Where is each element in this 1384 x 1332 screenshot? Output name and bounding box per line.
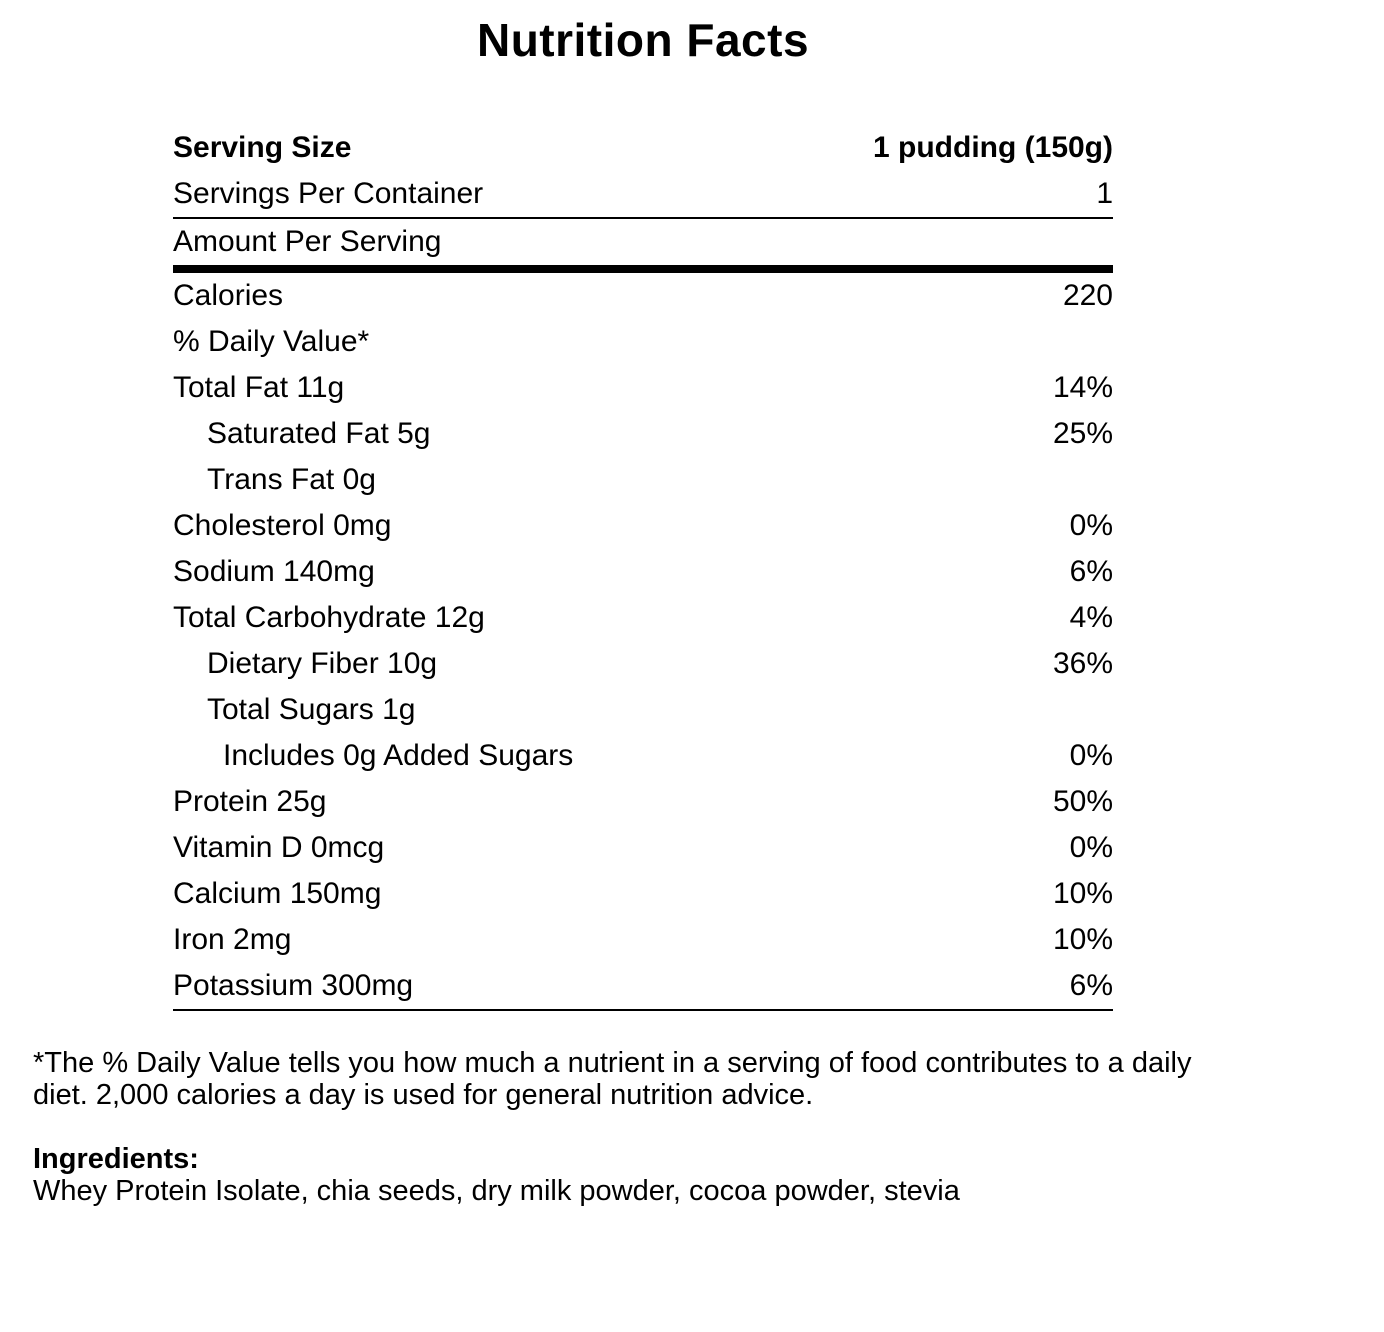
table-row: Iron 2mg 10% bbox=[173, 917, 1113, 963]
nutrient-value: 6% bbox=[1069, 555, 1113, 588]
nutrient-value bbox=[873, 457, 1113, 503]
nutrient-name: Serving Size bbox=[173, 131, 352, 164]
nutrition-table-body: Serving Size 1 pudding (150g) Servings Per… bbox=[173, 125, 1113, 1011]
table-row: % Daily Value* bbox=[173, 319, 1113, 365]
nutrient-value bbox=[873, 319, 1113, 365]
nutrient-name: Total Fat 11g bbox=[173, 371, 345, 404]
nutrient-value: 50% bbox=[1052, 785, 1113, 818]
table-row: Sodium 140mg 6% bbox=[173, 549, 1113, 595]
nutrient-value: 0% bbox=[1069, 831, 1113, 864]
ingredients-text: Whey Protein Isolate, chia seeds, dry mi… bbox=[33, 1175, 960, 1207]
nutrient-name: Protein 25g bbox=[173, 785, 327, 818]
nutrition-label: Nutrition Facts Serving Size 1 pudding (1… bbox=[173, 14, 1113, 1011]
nutrient-name: Total Carbohydrate 12g bbox=[173, 601, 485, 634]
table-row: Servings Per Container 1 bbox=[173, 171, 1113, 219]
nutrient-value: 10% bbox=[1052, 923, 1113, 956]
nutrient-name: Servings Per Container bbox=[173, 171, 873, 219]
nutrient-name: Saturated Fat 5g bbox=[207, 417, 431, 450]
nutrient-value: 1 bbox=[873, 171, 1113, 219]
nutrient-value: 25% bbox=[1052, 417, 1113, 450]
nutrient-value: 1 pudding (150g) bbox=[873, 131, 1113, 164]
ingredients-heading: Ingredients: bbox=[33, 1143, 199, 1175]
table-row: Total Fat 11g 14% bbox=[173, 365, 1113, 411]
table-row: Trans Fat 0g bbox=[173, 457, 1113, 503]
nutrient-value: 4% bbox=[1069, 601, 1113, 634]
table-row: Calcium 150mg 10% bbox=[173, 871, 1113, 917]
nutrient-name: Trans Fat 0g bbox=[207, 463, 376, 496]
nutrition-facts-table: Serving Size 1 pudding (150g) Servings Per… bbox=[173, 125, 1113, 1011]
nutrient-name: Potassium 300mg bbox=[173, 963, 873, 1011]
nutrient-value bbox=[873, 218, 1113, 273]
nutrient-value: 10% bbox=[1052, 877, 1113, 910]
table-row: Total Sugars 1g bbox=[173, 687, 1113, 733]
nutrient-value: 14% bbox=[1052, 371, 1113, 404]
table-row: Dietary Fiber 10g 36% bbox=[173, 641, 1113, 687]
nutrient-name: Total Sugars 1g bbox=[207, 693, 416, 726]
table-row: Saturated Fat 5g 25% bbox=[173, 411, 1113, 457]
nutrient-value: 0% bbox=[1069, 739, 1113, 772]
nutrient-name: Amount Per Serving bbox=[173, 218, 873, 273]
nutrient-name: % Daily Value* bbox=[173, 325, 370, 358]
ingredients-section: Ingredients: Whey Protein Isolate, chia … bbox=[33, 1143, 1351, 1207]
table-row: Vitamin D 0mcg 0% bbox=[173, 825, 1113, 871]
nutrient-name: Iron 2mg bbox=[173, 923, 292, 956]
nutrient-value: 0% bbox=[1069, 509, 1113, 542]
nutrient-value bbox=[873, 687, 1113, 733]
nutrient-value: 6% bbox=[873, 963, 1113, 1011]
page-title: Nutrition Facts bbox=[476, 14, 810, 66]
table-row: Protein 25g 50% bbox=[173, 779, 1113, 825]
table-row: Potassium 300mg 6% bbox=[173, 963, 1113, 1011]
table-row: Total Carbohydrate 12g 4% bbox=[173, 595, 1113, 641]
nutrient-name: Calories bbox=[173, 279, 284, 312]
nutrient-value: 220 bbox=[1062, 279, 1113, 312]
daily-value-footnote: *The % Daily Value tells you how much a … bbox=[33, 1047, 1192, 1111]
table-row: Serving Size 1 pudding (150g) bbox=[173, 125, 1113, 171]
nutrient-value: 36% bbox=[1052, 647, 1113, 680]
nutrient-name: Calcium 150mg bbox=[173, 877, 382, 910]
nutrient-name: Dietary Fiber 10g bbox=[207, 647, 438, 680]
table-row: Includes 0g Added Sugars 0% bbox=[173, 733, 1113, 779]
nutrient-name: Sodium 140mg bbox=[173, 555, 375, 588]
nutrient-name: Vitamin D 0mcg bbox=[173, 831, 385, 864]
nutrient-name: Includes 0g Added Sugars bbox=[223, 739, 574, 772]
table-row: Amount Per Serving bbox=[173, 218, 1113, 273]
nutrient-name: Cholesterol 0mg bbox=[173, 509, 392, 542]
table-row: Calories 220 bbox=[173, 269, 1113, 319]
table-row: Cholesterol 0mg 0% bbox=[173, 503, 1113, 549]
